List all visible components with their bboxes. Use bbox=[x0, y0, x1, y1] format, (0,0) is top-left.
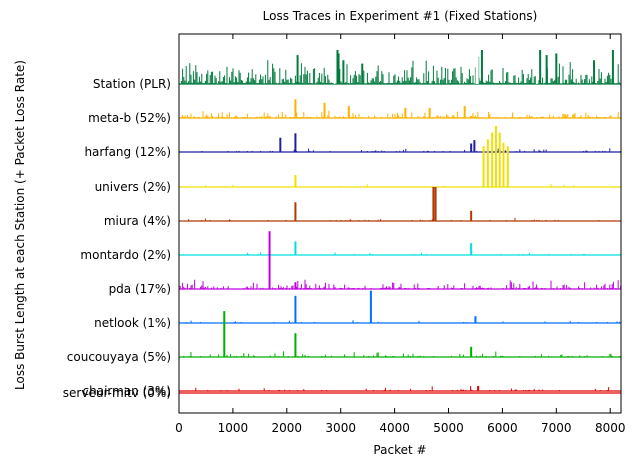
series-noise bbox=[183, 252, 586, 255]
chart-title: Loss Traces in Experiment #1 (Fixed Stat… bbox=[263, 9, 538, 23]
x-tick-label: 7000 bbox=[541, 421, 572, 435]
series-noise bbox=[178, 60, 620, 84]
x-tick-label: 2000 bbox=[272, 421, 303, 435]
x-ticks: 0 1000 2000 3000 4000 5000 6000 7000 8000 bbox=[175, 34, 625, 435]
series-noise bbox=[185, 320, 620, 323]
gap bbox=[333, 35, 336, 84]
series-5 bbox=[179, 241, 621, 256]
x-tick-label: 1000 bbox=[218, 421, 249, 435]
gap bbox=[535, 35, 538, 84]
y-axis-label: Loss Burst Length at each Station (+ Pac… bbox=[13, 60, 27, 390]
station-label: univers (2%) bbox=[95, 180, 171, 194]
series-layer bbox=[178, 35, 622, 394]
series-noise bbox=[180, 110, 620, 118]
x-tick-label: 0 bbox=[175, 421, 183, 435]
station-label: netlook (1%) bbox=[94, 316, 171, 330]
series-8 bbox=[179, 311, 621, 358]
x-axis-label: Packet # bbox=[373, 443, 426, 457]
series-4 bbox=[178, 187, 621, 222]
station-label: Station (PLR) bbox=[93, 77, 171, 91]
station-label: montardo (2%) bbox=[80, 248, 171, 262]
x-tick-label: 3000 bbox=[325, 421, 356, 435]
x-tick-label: 5000 bbox=[433, 421, 464, 435]
x-tick-label: 6000 bbox=[487, 421, 518, 435]
series-6 bbox=[179, 231, 622, 290]
station-label: miura (4%) bbox=[104, 214, 171, 228]
station-label: pda (17%) bbox=[109, 282, 171, 296]
station-label: chairman (3%) bbox=[83, 384, 171, 398]
station-label: serveur-mitv (0%) bbox=[63, 386, 171, 400]
series-noise bbox=[195, 386, 610, 391]
category-labels: Station (PLR) meta-b (52%) harfang (12%) un… bbox=[63, 77, 171, 400]
station-label: harfang (12%) bbox=[84, 145, 171, 159]
gap bbox=[475, 35, 479, 84]
series-3 bbox=[179, 125, 621, 188]
series-7 bbox=[179, 290, 621, 324]
x-tick-label: 8000 bbox=[595, 421, 626, 435]
series-9 bbox=[179, 385, 621, 392]
series-1 bbox=[179, 99, 621, 119]
series-noise bbox=[179, 279, 622, 289]
plot-frame bbox=[178, 33, 622, 414]
series-0 bbox=[178, 50, 621, 85]
series-noise bbox=[183, 351, 620, 357]
station-label: coucouyaya (5%) bbox=[67, 350, 171, 364]
series-2 bbox=[179, 133, 622, 153]
x-tick-label: 4000 bbox=[379, 421, 410, 435]
station-label: meta-b (52%) bbox=[88, 111, 171, 125]
